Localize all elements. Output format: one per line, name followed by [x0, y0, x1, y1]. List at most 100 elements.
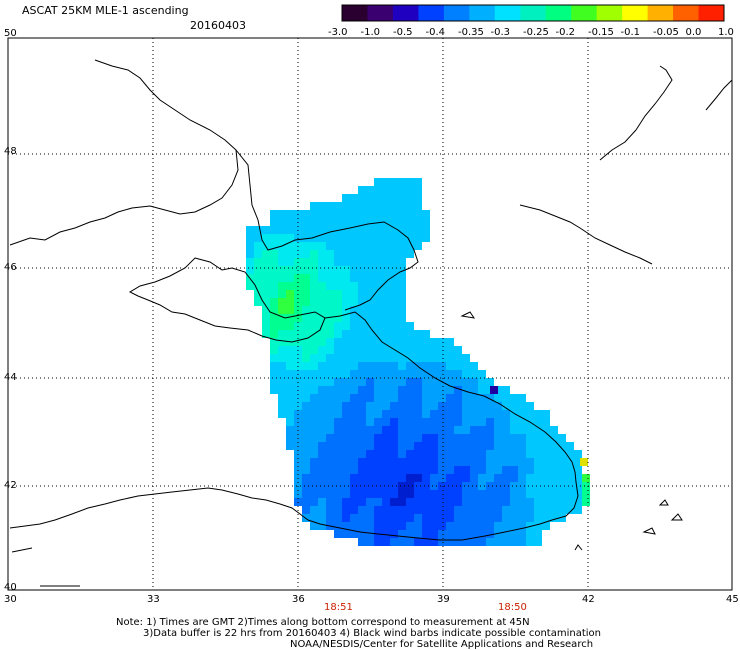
swath-cell — [326, 466, 334, 474]
swath-cell — [518, 394, 526, 402]
swath-cell — [270, 274, 278, 282]
swath-cell — [398, 298, 406, 306]
swath-cell — [446, 402, 454, 410]
swath-cell — [366, 418, 374, 426]
swath-cell — [382, 514, 390, 522]
swath-cell — [422, 218, 430, 226]
swath-cell — [342, 434, 350, 442]
swath-cell — [430, 474, 438, 482]
swath-cell — [422, 338, 430, 346]
swath-cell — [390, 426, 398, 434]
swath-cell — [502, 402, 510, 410]
swath-cell — [406, 234, 414, 242]
swath-cell — [270, 218, 278, 226]
swath-cell — [270, 370, 278, 378]
swath-cell — [326, 218, 334, 226]
lon-label-36: 36 — [292, 594, 305, 605]
swath-cell — [302, 258, 310, 266]
swath-cell — [382, 410, 390, 418]
swath-cell — [454, 434, 462, 442]
swath-cell — [390, 450, 398, 458]
swath-cell — [454, 418, 462, 426]
swath-cell — [462, 506, 470, 514]
swath-cell — [286, 362, 294, 370]
swath-cell — [398, 258, 406, 266]
swath-cell — [318, 450, 326, 458]
swath-cell — [382, 434, 390, 442]
swath-cell — [286, 418, 294, 426]
swath-cell — [510, 402, 518, 410]
swath-cell — [366, 442, 374, 450]
swath-cell — [510, 434, 518, 442]
swath-cell — [310, 210, 318, 218]
swath-cell — [398, 522, 406, 530]
swath-cell — [326, 442, 334, 450]
time-label-2: 18:50 — [498, 602, 527, 613]
swath-cell — [406, 178, 414, 186]
swath-cell — [390, 266, 398, 274]
swath-cell — [486, 458, 494, 466]
swath-cell — [534, 474, 542, 482]
swath-cell — [262, 234, 270, 242]
swath-cell — [510, 418, 518, 426]
swath-cell — [414, 210, 422, 218]
swath-cell — [398, 434, 406, 442]
swath-cell — [470, 362, 478, 370]
swath-cell — [406, 218, 414, 226]
swath-cell — [318, 514, 326, 522]
swath-cell — [446, 394, 454, 402]
swath-cell — [422, 506, 430, 514]
swath-cell — [390, 394, 398, 402]
swath-cell — [270, 282, 278, 290]
swath-cell — [398, 282, 406, 290]
swath-cell — [446, 386, 454, 394]
swath-cell — [382, 450, 390, 458]
swath-cell — [270, 386, 278, 394]
swath-cell — [246, 258, 254, 266]
swath-cell — [534, 498, 542, 506]
swath-cell — [262, 290, 270, 298]
colorbar-swatch — [469, 5, 496, 21]
swath-cell — [486, 434, 494, 442]
swath-cell — [390, 474, 398, 482]
swath-cell — [390, 202, 398, 210]
swath-cell — [446, 410, 454, 418]
swath-cell — [342, 498, 350, 506]
swath-cell — [510, 458, 518, 466]
swath-cell — [342, 506, 350, 514]
swath-cell — [490, 386, 498, 394]
swath-cell — [342, 514, 350, 522]
swath-cell — [454, 498, 462, 506]
swath-cell — [302, 210, 310, 218]
colorbar-swatch — [622, 5, 649, 21]
swath-cell — [494, 466, 502, 474]
swath-cell — [486, 490, 494, 498]
lat-label-42: 42 — [4, 480, 17, 491]
swath-cell — [310, 474, 318, 482]
colorbar-swatch — [418, 5, 445, 21]
swath-cell — [502, 482, 510, 490]
swath-cell — [398, 482, 406, 490]
swath-cell — [446, 426, 454, 434]
swath-cell — [534, 514, 542, 522]
swath-cell — [542, 466, 550, 474]
swath-cell — [342, 346, 350, 354]
swath-cell — [342, 234, 350, 242]
swath-cell — [566, 498, 574, 506]
swath-cell — [302, 354, 310, 362]
swath-cell — [366, 378, 374, 386]
swath-cell — [406, 490, 414, 498]
swath-cell — [422, 482, 430, 490]
swath-cell — [454, 506, 462, 514]
swath-cell — [310, 394, 318, 402]
swath-cell — [318, 370, 326, 378]
swath-cell — [310, 266, 318, 274]
swath-cell — [350, 458, 358, 466]
swath-cell — [366, 250, 374, 258]
swath-cell — [430, 514, 438, 522]
swath-cell — [326, 282, 334, 290]
swath-cell — [334, 434, 342, 442]
swath-cell — [470, 514, 478, 522]
swath-cell — [398, 402, 406, 410]
swath-cell — [406, 362, 414, 370]
